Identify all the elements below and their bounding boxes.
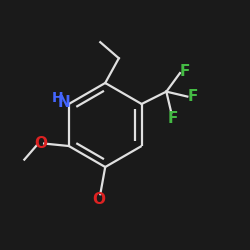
Text: F: F <box>179 64 190 78</box>
Text: N: N <box>58 95 70 110</box>
Text: H: H <box>52 91 64 105</box>
Text: O: O <box>34 136 47 151</box>
Text: F: F <box>167 110 178 126</box>
Text: F: F <box>188 89 198 104</box>
Text: O: O <box>92 192 106 207</box>
